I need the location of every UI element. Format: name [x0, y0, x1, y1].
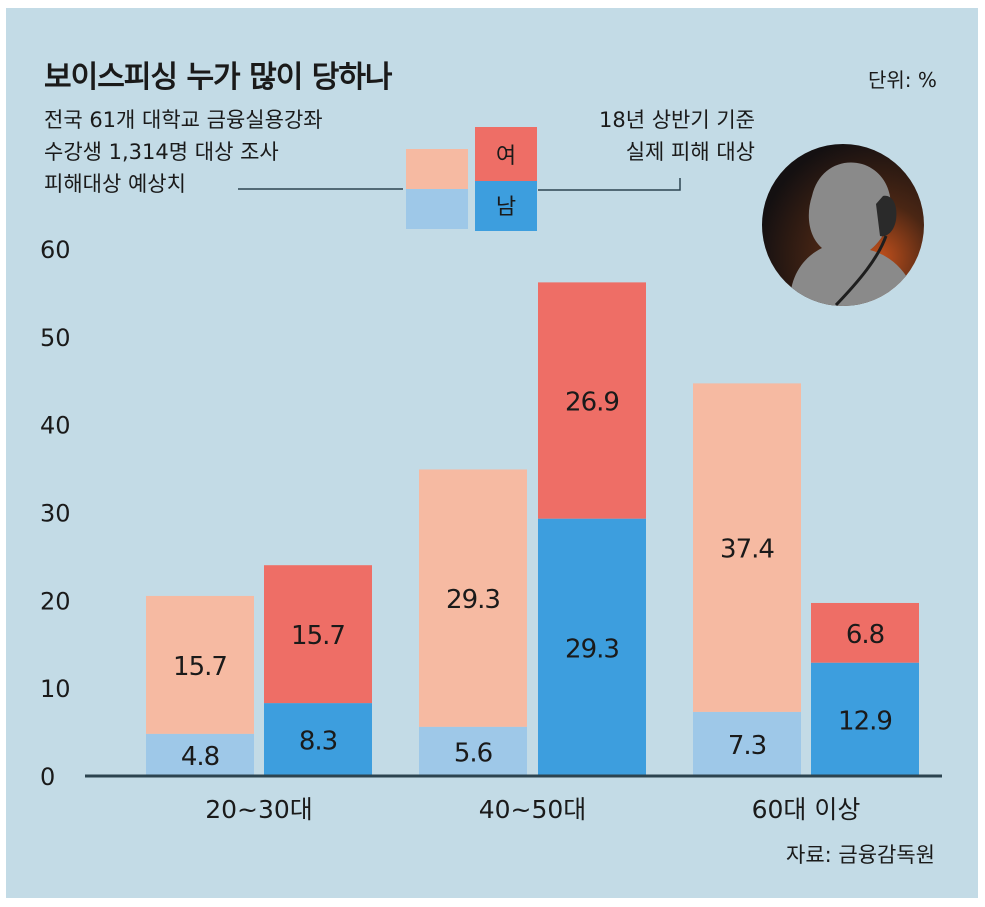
- bars: [146, 282, 919, 776]
- chart-title: 보이스피싱 누가 많이 당하나: [44, 60, 393, 95]
- x-axis-labels: 20~30대 40~50대 60대 이상: [205, 795, 860, 824]
- estimate-female-bar-segment: [419, 469, 527, 727]
- value-label: 29.3: [565, 634, 619, 664]
- value-label: 29.3: [446, 585, 500, 615]
- actual-female-bar-segment: [264, 565, 372, 704]
- estimate-note-line: 전국 61개 대학교 금융실용강좌: [44, 108, 323, 132]
- actual-note-line: 실제 피해 대상: [625, 140, 755, 164]
- legend-female-label: 여: [496, 144, 516, 169]
- actual-male-bar-segment: [264, 703, 372, 776]
- x-category-label: 20~30대: [205, 795, 313, 824]
- legend-estimate-female-swatch: [406, 149, 468, 189]
- y-tick-label: 30: [40, 500, 71, 528]
- value-label: 26.9: [565, 388, 619, 418]
- legend-actual-male-swatch: [475, 181, 537, 231]
- unit-label: 단위: %: [868, 68, 937, 92]
- x-category-label: 40~50대: [479, 795, 587, 824]
- y-tick-label: 10: [40, 675, 71, 703]
- value-label: 7.3: [728, 731, 766, 761]
- estimate-male-bar-segment: [419, 726, 527, 776]
- estimate-note-line: 수강생 1,314명 대상 조사: [44, 140, 279, 164]
- estimate-female-bar-segment: [146, 595, 254, 734]
- x-category-label: 60대 이상: [752, 795, 861, 824]
- value-label: 5.6: [454, 738, 492, 768]
- source-label: 자료: 금융감독원: [786, 843, 935, 867]
- actual-female-bar-segment: [811, 602, 919, 663]
- value-label: 15.7: [173, 652, 227, 682]
- y-tick-label: 50: [40, 324, 71, 352]
- legend-estimate-male-swatch: [406, 189, 468, 229]
- y-axis-ticks: 0 10 20 30 40 50 60: [40, 236, 71, 791]
- legend-male-label: 남: [496, 195, 516, 220]
- value-label: 6.8: [846, 620, 884, 650]
- phone-silhouette-photo: [762, 144, 924, 306]
- value-label: 8.3: [299, 727, 337, 757]
- estimate-male-bar-segment: [693, 711, 801, 776]
- legend: 여 남: [406, 127, 537, 231]
- y-tick-label: 20: [40, 587, 71, 615]
- y-tick-label: 40: [40, 412, 71, 440]
- actual-female-bar-segment: [538, 282, 646, 519]
- estimate-female-bar-segment: [693, 383, 801, 712]
- value-label: 37.4: [720, 535, 774, 565]
- actual-note: 18년 상반기 기준 실제 피해 대상: [599, 104, 755, 168]
- estimate-note-line: 피해대상 예상치: [44, 172, 186, 196]
- actual-male-bar-segment: [538, 518, 646, 776]
- value-label: 15.7: [291, 621, 345, 651]
- y-tick-label: 60: [40, 236, 71, 264]
- legend-leaders: [238, 178, 681, 191]
- value-label: 12.9: [838, 706, 892, 736]
- estimate-male-bar-segment: [146, 733, 254, 776]
- value-label: 4.8: [181, 742, 219, 772]
- y-tick-label: 0: [40, 763, 55, 791]
- legend-actual-female-swatch: [475, 127, 537, 181]
- actual-male-bar-segment: [811, 662, 919, 776]
- actual-note-line: 18년 상반기 기준: [599, 108, 755, 132]
- estimate-note: 전국 61개 대학교 금융실용강좌 수강생 1,314명 대상 조사 피해대상 …: [44, 104, 323, 200]
- value-labels: 4.8 15.7 8.3 15.7 5.6 29.3 29.3 26.9 7.3 37.4 12.9…: [173, 388, 893, 772]
